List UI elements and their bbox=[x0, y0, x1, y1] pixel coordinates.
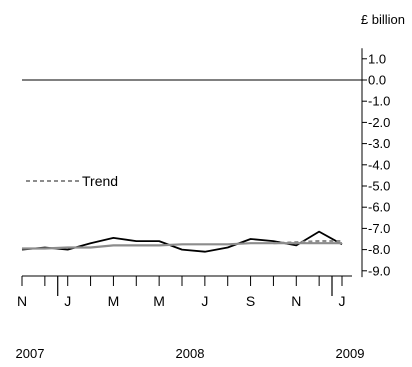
y-tick-label: -4.0 bbox=[368, 157, 390, 172]
y-tick-label: -9.0 bbox=[368, 263, 390, 278]
x-tick-label: S bbox=[246, 293, 255, 309]
x-tick-label: J bbox=[339, 293, 346, 309]
y-tick-label: 0.0 bbox=[368, 73, 386, 88]
legend: Trend bbox=[26, 173, 118, 189]
x-tick-label: J bbox=[201, 293, 208, 309]
x-tick-label: N bbox=[291, 293, 301, 309]
series-layer bbox=[21, 230, 343, 253]
x-axis: N J M M J S N J 2007 2008 2009 bbox=[16, 275, 365, 361]
series-line-0 bbox=[21, 230, 343, 253]
x-tick-label: N bbox=[17, 293, 27, 309]
y-tick-label: -3.0 bbox=[368, 136, 390, 151]
x-year-label: 2009 bbox=[336, 346, 365, 361]
x-year-label: 2008 bbox=[176, 346, 205, 361]
y-tick-label: 1.0 bbox=[368, 51, 386, 66]
x-tick-label: J bbox=[64, 293, 71, 309]
y-axis-unit-label: £ billion bbox=[361, 12, 405, 27]
y-axis: 1.0 0.0 -1.0 -2.0 -3.0 -4.0 -5.0 -6.0 -7.0 -8.0 -9… bbox=[361, 48, 390, 278]
y-tick-label: -6.0 bbox=[368, 200, 390, 215]
y-tick-label: -1.0 bbox=[368, 94, 390, 109]
x-tick-label: M bbox=[108, 293, 120, 309]
y-tick-label: -8.0 bbox=[368, 242, 390, 257]
legend-label: Trend bbox=[82, 173, 118, 189]
y-tick-label: -5.0 bbox=[368, 179, 390, 194]
x-year-label: 2007 bbox=[16, 346, 45, 361]
y-tick-label: -7.0 bbox=[368, 221, 390, 236]
y-tick-label: -2.0 bbox=[368, 115, 390, 130]
x-tick-label: M bbox=[153, 293, 165, 309]
series-line-2 bbox=[273, 240, 342, 245]
